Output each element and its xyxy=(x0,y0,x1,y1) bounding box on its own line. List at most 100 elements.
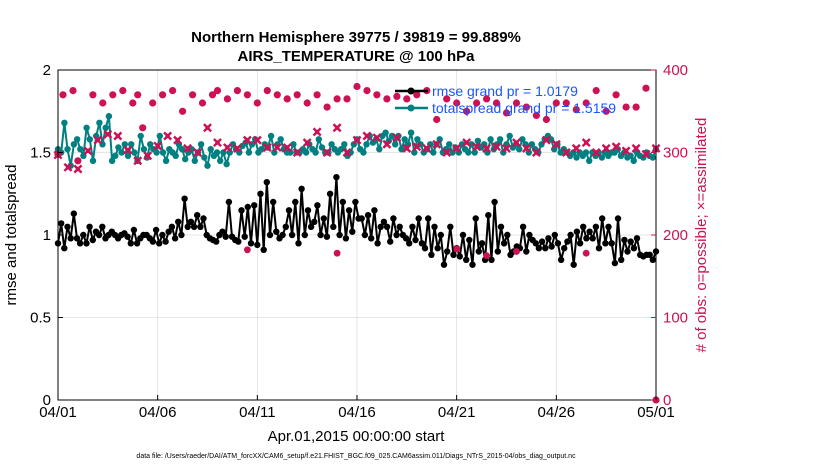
rmse-point xyxy=(184,223,191,230)
obs-possible-point xyxy=(363,87,371,95)
obs-assimilated-core xyxy=(384,142,390,147)
rmse-point xyxy=(456,253,463,260)
rmse-point xyxy=(292,198,299,206)
totalspread-point xyxy=(96,119,103,127)
obs-assimilated-core xyxy=(185,146,190,151)
rmse-point xyxy=(349,228,356,235)
rmse-point xyxy=(156,240,163,247)
obs-assimilated-core xyxy=(484,146,489,151)
rmse-point xyxy=(538,238,546,245)
rmse-point xyxy=(314,202,321,209)
obs-possible-point xyxy=(542,115,551,124)
rmse-point xyxy=(576,240,584,247)
obs-possible-point xyxy=(233,87,241,95)
totalspread-point xyxy=(124,152,132,159)
obs-assimilated-core xyxy=(524,146,529,151)
obs-possible-point xyxy=(353,82,361,91)
obs-possible-point xyxy=(69,87,77,95)
rmse-point xyxy=(70,210,78,217)
obs-assimilated-core xyxy=(414,144,419,149)
obs-possible-point xyxy=(383,95,391,103)
obs-possible-point xyxy=(213,87,222,95)
y-tick-label-right: 100 xyxy=(663,310,688,327)
rmse-point xyxy=(241,233,248,240)
rmse-point xyxy=(257,190,264,197)
obs-assimilated-core xyxy=(245,137,250,143)
rmse-point xyxy=(478,240,486,247)
totalspread-point xyxy=(112,152,119,159)
obs-assimilated-core xyxy=(195,150,200,155)
obs-outlier-point xyxy=(582,249,590,257)
obs-assimilated-core xyxy=(604,146,609,151)
obs-assimilated-core xyxy=(474,144,479,149)
obs-assimilated-core xyxy=(175,137,180,143)
x-tick-label: 04/01 xyxy=(39,404,77,421)
rmse-point xyxy=(298,185,305,192)
totalspread-point xyxy=(302,149,310,156)
rmse-point xyxy=(171,235,179,242)
rmse-point xyxy=(345,207,353,214)
rmse-point xyxy=(450,251,457,258)
obs-outlier-point xyxy=(483,252,490,259)
obs-possible-point xyxy=(273,91,281,99)
rmse-point xyxy=(219,228,226,235)
rmse-point xyxy=(475,248,482,255)
obs-possible-point xyxy=(413,91,421,99)
obs-assimilated-core xyxy=(534,150,539,155)
rmse-point xyxy=(330,223,337,230)
totalspread-point xyxy=(118,149,125,156)
obs-assimilated-core xyxy=(424,146,429,151)
obs-assimilated-core xyxy=(275,145,280,150)
obs-possible-point xyxy=(283,95,291,103)
rmse-point xyxy=(187,218,195,225)
obs-possible-point xyxy=(572,106,580,114)
rmse-point xyxy=(383,223,391,230)
totalspread-point xyxy=(64,146,71,153)
totalspread-point xyxy=(287,149,294,156)
rmse-point xyxy=(368,235,375,242)
rmse-point xyxy=(307,223,315,230)
obs-possible-point xyxy=(109,91,117,99)
rmse-point xyxy=(551,231,558,239)
x-tick-label: 04/06 xyxy=(139,404,177,421)
rmse-point xyxy=(649,256,656,263)
rmse-point xyxy=(561,245,568,252)
obs-assimilated-core xyxy=(623,148,629,153)
totalspread-point xyxy=(115,144,122,151)
rmse-point xyxy=(567,231,574,239)
rmse-point xyxy=(251,202,258,209)
totalspread-point xyxy=(341,141,348,148)
totalspread-point xyxy=(598,154,606,161)
y-tick-label: 0 xyxy=(43,392,51,409)
rmse-point xyxy=(444,248,451,255)
obs-possible-point xyxy=(208,91,217,99)
rmse-point xyxy=(466,236,473,244)
totalspread-point xyxy=(376,146,383,153)
rmse-point xyxy=(282,223,289,230)
rmse-point xyxy=(421,245,429,252)
rmse-point xyxy=(611,259,619,267)
x-axis: 04/01 04/06 04/11 04/16 04/21 04/26 05/01 xyxy=(39,395,675,421)
obs-possible-point xyxy=(343,95,351,103)
rmse-point xyxy=(225,198,233,206)
rmse-point xyxy=(352,198,359,206)
rmse-point xyxy=(326,190,334,197)
obs-assimilated-core xyxy=(285,145,290,150)
legend: rmse grand pr = 1.0179 totalspread grand… xyxy=(395,83,616,116)
totalspread-point xyxy=(70,141,78,148)
totalspread-point xyxy=(102,124,109,131)
rmse-point xyxy=(235,238,242,245)
totalspread-point xyxy=(105,113,113,120)
rmse-point xyxy=(130,226,138,234)
obs-possible-point xyxy=(129,99,137,107)
obs-possible-point xyxy=(59,91,67,99)
totalspread-point xyxy=(411,149,418,156)
rmse-point xyxy=(285,207,293,214)
totalspread-point xyxy=(430,149,437,156)
rmse-point xyxy=(402,235,410,242)
rmse-point xyxy=(213,238,220,245)
rmse-point xyxy=(608,240,615,247)
rmse-point xyxy=(595,245,603,252)
x-tick-label: 04/11 xyxy=(239,404,275,421)
rmse-point xyxy=(89,236,97,244)
